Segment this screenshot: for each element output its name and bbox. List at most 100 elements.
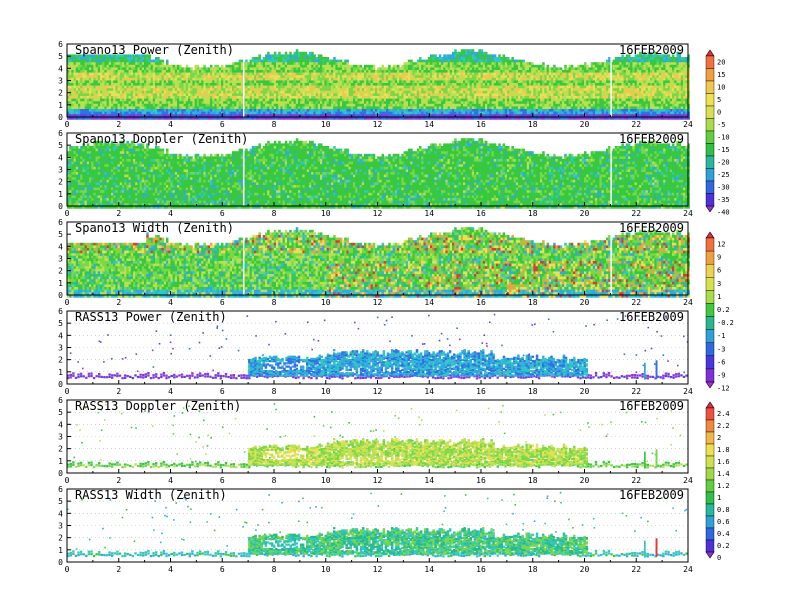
heatmap-cell	[450, 60, 453, 63]
heatmap-cell	[346, 96, 349, 99]
heatmap-cell	[412, 91, 415, 94]
heatmap-cell	[164, 101, 167, 104]
heatmap-cell	[525, 78, 528, 81]
heatmap-cell	[87, 86, 90, 89]
heatmap-cell	[472, 49, 475, 52]
heatmap-cell	[485, 96, 488, 99]
heatmap-cell	[476, 93, 479, 96]
heatmap-cell	[454, 70, 457, 73]
heatmap-cell	[296, 83, 299, 86]
heatmap-cell	[291, 99, 294, 102]
heatmap-cell	[179, 88, 182, 91]
heatmap-cell	[355, 109, 358, 112]
heatmap-cell	[505, 67, 508, 70]
heatmap-cell	[498, 67, 501, 70]
heatmap-cell	[225, 73, 228, 76]
heatmap-cell	[111, 75, 114, 78]
heatmap-cell	[285, 52, 288, 55]
heatmap-cell	[527, 109, 530, 112]
heatmap-cell	[377, 91, 380, 94]
heatmap-cell	[421, 104, 424, 107]
heatmap-cell	[289, 104, 292, 107]
heatmap-cell	[489, 62, 492, 65]
heatmap-cell	[318, 101, 321, 104]
heatmap-cell	[140, 86, 143, 89]
heatmap-cell	[102, 91, 105, 94]
heatmap-cell	[120, 93, 123, 96]
heatmap-cell	[212, 106, 215, 109]
heatmap-cell	[489, 65, 492, 68]
heatmap-cell	[113, 78, 116, 81]
heatmap-cell	[384, 104, 387, 107]
heatmap-cell	[85, 96, 88, 99]
heatmap-cell	[287, 70, 290, 73]
heatmap-cell	[280, 83, 283, 86]
heatmap-cell	[302, 65, 305, 68]
heatmap-cell	[69, 93, 72, 96]
heatmap-cell	[377, 83, 380, 86]
heatmap-cell	[113, 73, 116, 76]
heatmap-cell	[533, 73, 536, 76]
heatmap-cell	[247, 101, 250, 104]
heatmap-cell	[335, 62, 338, 65]
heatmap-cell	[371, 73, 374, 76]
heatmap-cell	[137, 104, 140, 107]
heatmap-cell	[454, 75, 457, 78]
heatmap-cell	[340, 112, 343, 115]
heatmap-cell	[406, 73, 409, 76]
heatmap-cell	[142, 60, 145, 63]
heatmap-cell	[527, 88, 530, 91]
heatmap-cell	[525, 96, 528, 99]
heatmap-cell	[329, 112, 332, 115]
heatmap-cell	[527, 93, 530, 96]
heatmap-cell	[115, 112, 118, 115]
heatmap-cell	[423, 80, 426, 83]
heatmap-cell	[210, 93, 213, 96]
heatmap-cell	[393, 65, 396, 68]
heatmap-cell	[199, 88, 202, 91]
heatmap-cell	[364, 78, 367, 81]
heatmap-cell	[177, 101, 180, 104]
heatmap-cell	[320, 78, 323, 81]
heatmap-cell	[463, 93, 466, 96]
heatmap-cell	[393, 93, 396, 96]
heatmap-cell	[514, 112, 517, 115]
heatmap-cell	[316, 65, 319, 68]
heatmap-cell	[140, 88, 143, 91]
heatmap-cell	[76, 104, 79, 107]
heatmap-cell	[100, 60, 103, 63]
heatmap-cell	[478, 65, 481, 68]
heatmap-cell	[274, 73, 277, 76]
heatmap-cell	[511, 57, 514, 60]
heatmap-cell	[346, 70, 349, 73]
heatmap-cell	[404, 65, 407, 68]
heatmap-cell	[263, 101, 266, 104]
heatmap-cell	[454, 96, 457, 99]
heatmap-cell	[437, 106, 440, 109]
heatmap-cell	[107, 75, 110, 78]
heatmap-cell	[197, 101, 200, 104]
heatmap-cell	[448, 73, 451, 76]
heatmap-cell	[494, 67, 497, 70]
heatmap-cell	[461, 65, 464, 68]
heatmap-cell	[465, 65, 468, 68]
heatmap-cell	[445, 60, 448, 63]
heatmap-cell	[496, 93, 499, 96]
heatmap-cell	[289, 54, 292, 57]
heatmap-cell	[236, 93, 239, 96]
heatmap-cell	[309, 104, 312, 107]
heatmap-cell	[109, 70, 112, 73]
heatmap-cell	[247, 80, 250, 83]
heatmap-cell	[342, 75, 345, 78]
heatmap-cell	[96, 83, 99, 86]
heatmap-cell	[82, 91, 85, 94]
heatmap-cell	[212, 112, 215, 115]
heatmap-cell	[294, 60, 297, 63]
heatmap-cell	[443, 109, 446, 112]
heatmap-cell	[135, 70, 138, 73]
heatmap-cell	[437, 91, 440, 94]
heatmap-cell	[267, 96, 270, 99]
heatmap-cell	[474, 78, 477, 81]
heatmap-cell	[522, 112, 525, 115]
